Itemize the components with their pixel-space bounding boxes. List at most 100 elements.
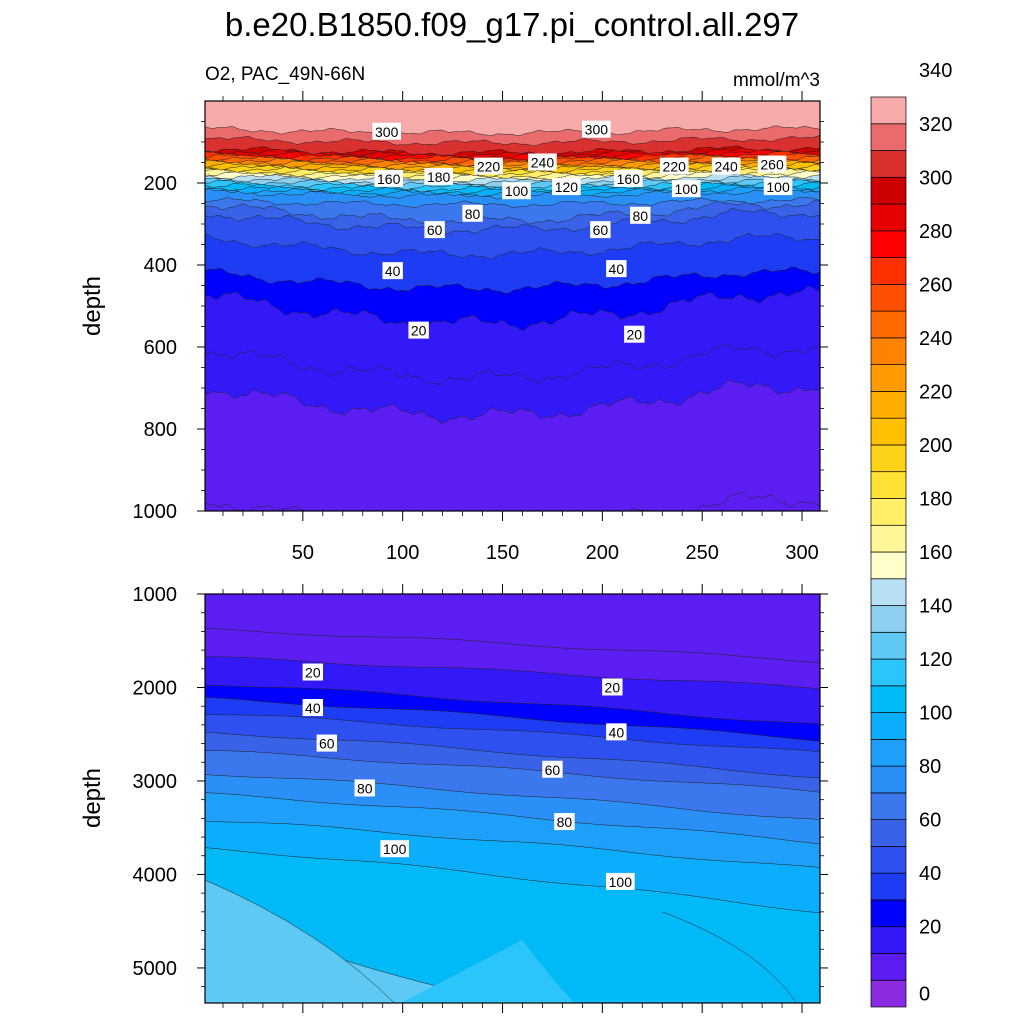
- lower-frame: [204, 593, 821, 1004]
- lower-contour-label-text: 20: [305, 665, 321, 681]
- lower-contour-label-bg: [302, 699, 324, 717]
- lower-contour-label: 100: [606, 872, 635, 890]
- upper-contour-label: 240: [528, 153, 557, 171]
- lower-contour-label-bg: [554, 813, 575, 831]
- colorbar-swatch: [870, 230, 907, 258]
- upper-contour-label-text: 80: [633, 208, 649, 224]
- colorbar-label: 0: [919, 984, 930, 1006]
- lower-contour-label: 60: [542, 760, 563, 778]
- colorbar-label: 260: [919, 274, 952, 296]
- upper-contour-label-bg: [424, 167, 453, 185]
- upper-panel: 200 400 600 800 1000 50 100 150 200 250 300 300 300 1…: [133, 91, 828, 564]
- upper-contour-label-text: 180: [427, 169, 451, 185]
- x-tick-label: 100: [386, 542, 419, 564]
- upper-contour-label-text: 100: [505, 183, 529, 199]
- colorbar-label: 300: [919, 167, 952, 189]
- x-tick-label: 150: [486, 542, 519, 564]
- upper-contour-label-bg: [528, 153, 557, 171]
- lower-y-axis-label: depth: [79, 768, 106, 828]
- lower-contour-label-text: 100: [609, 874, 633, 890]
- units-label: mmol/m^3: [733, 70, 820, 91]
- upper-contour-label-bg: [408, 321, 429, 339]
- colorbar-label: 120: [919, 649, 952, 671]
- colorbar-swatch: [870, 979, 907, 1008]
- colorbar-swatch: [870, 872, 907, 901]
- lower-contour-label: 100: [380, 840, 409, 858]
- upper-y-tick-label: 200: [144, 173, 177, 195]
- upper-contour-label: 160: [614, 169, 643, 187]
- colorbar-label: 40: [919, 863, 941, 885]
- colorbar-swatch: [870, 444, 907, 473]
- upper-contour-label-bg: [462, 204, 483, 222]
- upper-contour-label-bg: [374, 169, 404, 187]
- lower-contour-label-text: 60: [319, 736, 335, 752]
- upper-contour-label: 160: [374, 169, 404, 187]
- lower-contour-lobe-left: [205, 879, 395, 1003]
- upper-contour-label: 80: [630, 206, 651, 224]
- upper-contour-label: 120: [552, 178, 581, 196]
- upper-contour-label-text: 80: [465, 206, 481, 222]
- upper-contour-label-bg: [614, 169, 643, 187]
- colorbar-label: 220: [919, 381, 952, 403]
- upper-contour-label: 260: [757, 155, 787, 173]
- colorbar-swatch: [870, 551, 907, 580]
- colorbar-swatch: [870, 524, 907, 553]
- upper-contour-label-text: 100: [675, 181, 699, 197]
- colorbar-label: 100: [919, 703, 952, 725]
- upper-contour-label: 100: [671, 180, 701, 198]
- lower-contour-fill: [205, 594, 820, 1003]
- upper-contour-label-text: 220: [477, 159, 501, 175]
- colorbar-swatch: [870, 337, 907, 365]
- lower-contour-label-bg: [302, 663, 324, 681]
- upper-contour-label: 60: [424, 221, 445, 239]
- colorbar-swatch: [870, 631, 907, 660]
- lower-contour-label-text: 100: [383, 841, 407, 857]
- upper-contour-label-text: 120: [555, 179, 579, 195]
- upper-contour-label-bg: [582, 120, 611, 138]
- upper-contour-label-bg: [671, 180, 701, 198]
- lower-contour-label-text: 80: [357, 780, 373, 796]
- lower-contour-line-right: [662, 911, 797, 1003]
- upper-contour-label-text: 60: [427, 222, 443, 238]
- upper-contour-label-bg: [659, 157, 689, 175]
- colorbar-label: 280: [919, 221, 952, 243]
- colorbar-swatch: [870, 739, 907, 767]
- upper-contour-label-bg: [630, 206, 651, 224]
- upper-contour-label-text: 20: [411, 323, 427, 339]
- colorbar-swatch: [870, 471, 907, 499]
- upper-contour-label-bg: [757, 155, 787, 173]
- upper-contour-label-bg: [474, 157, 503, 175]
- upper-contour-320: [205, 101, 820, 137]
- variable-region-label: O2, PAC_49N-66N: [205, 64, 365, 85]
- lower-contour-label-bg: [316, 734, 338, 752]
- colorbar-swatch: [870, 712, 907, 740]
- upper-contour-label: 80: [462, 204, 483, 222]
- upper-contour-label: 20: [408, 321, 429, 339]
- colorbar-label: 60: [919, 810, 941, 832]
- lower-contour-label: 80: [554, 813, 575, 831]
- lower-contour-label: 20: [302, 663, 324, 681]
- upper-contour-label: 60: [590, 221, 611, 239]
- lower-contour-label: 60: [316, 734, 338, 752]
- colorbar-swatch: [870, 605, 907, 633]
- colorbar-swatch: [870, 899, 907, 928]
- upper-contour-label: 100: [763, 178, 793, 196]
- upper-y-tick-label: 400: [144, 255, 177, 277]
- colorbar-swatch: [870, 203, 907, 232]
- colorbar-label: 80: [919, 756, 941, 778]
- upper-y-tick-label: 1000: [133, 501, 178, 523]
- colorbar-swatch: [870, 926, 907, 954]
- lower-contour-label-text: 40: [305, 700, 321, 716]
- x-tick-label: 300: [785, 542, 818, 564]
- upper-contour-label-bg: [372, 122, 402, 140]
- colorbar-label: 200: [919, 435, 952, 457]
- colorbar-swatch: [870, 391, 907, 419]
- upper-contour-label-text: 300: [585, 122, 609, 138]
- lower-contour-label: 40: [302, 699, 324, 717]
- upper-contour-label: 40: [382, 262, 403, 280]
- upper-contour-label: 40: [606, 260, 627, 278]
- colorbar-swatch: [870, 498, 907, 526]
- colorbar-swatch: [870, 819, 907, 847]
- upper-y-axis-label: depth: [79, 276, 106, 336]
- upper-contour-label: 300: [582, 120, 611, 138]
